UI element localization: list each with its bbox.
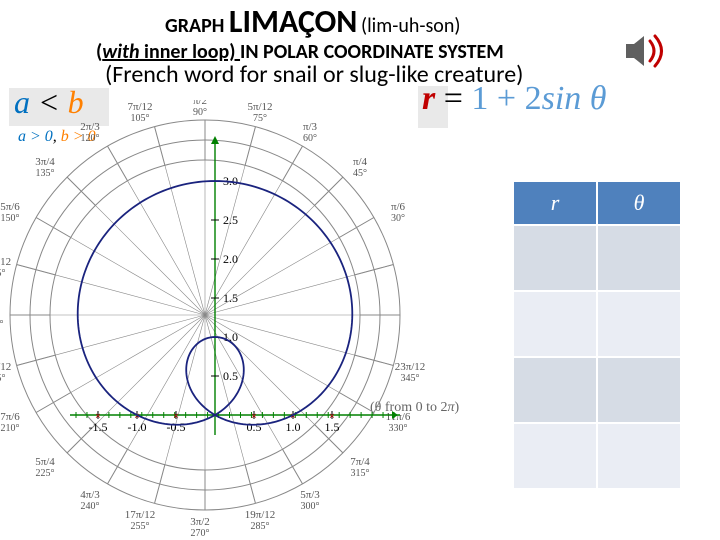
svg-text:-0.5: -0.5 <box>167 420 186 434</box>
svg-text:5π/6: 5π/6 <box>0 201 20 213</box>
title-main: LIMAÇON <box>229 2 357 41</box>
table-cell <box>597 291 681 357</box>
svg-text:5π/3: 5π/3 <box>300 489 320 501</box>
svg-text:240°: 240° <box>81 501 100 512</box>
svg-text:195°: 195° <box>0 373 6 384</box>
svg-text:0.5: 0.5 <box>223 369 238 383</box>
graph-word: GRAPH <box>165 14 229 38</box>
svg-text:17π/12: 17π/12 <box>125 509 156 521</box>
svg-text:13π/12: 13π/12 <box>0 361 11 373</box>
svg-text:19π/12: 19π/12 <box>245 509 276 521</box>
svg-text:π/2: π/2 <box>193 100 207 107</box>
svg-text:4π/3: 4π/3 <box>80 489 100 501</box>
table-cell <box>513 423 597 489</box>
eq-2: 2 <box>525 80 542 117</box>
svg-text:285°: 285° <box>251 521 270 532</box>
svg-text:×: × <box>96 409 101 422</box>
table-cell <box>513 291 597 357</box>
svg-text:1.5: 1.5 <box>223 291 238 305</box>
eq-sin: sin <box>542 80 590 117</box>
svg-text:-1.0: -1.0 <box>128 420 147 434</box>
svg-text:90°: 90° <box>193 107 207 118</box>
table-cell <box>513 357 597 423</box>
table-cell <box>597 423 681 489</box>
table-row <box>513 357 681 423</box>
table-header: r <box>513 181 597 225</box>
svg-text:×: × <box>252 409 257 422</box>
svg-text:11π/12: 11π/12 <box>0 256 11 268</box>
table-row <box>513 423 681 489</box>
svg-text:1.0: 1.0 <box>286 420 301 434</box>
svg-text:7π/12: 7π/12 <box>127 101 152 113</box>
title-line-1: GRAPH LIMAÇON (lim-uh-son) <box>165 2 460 41</box>
svg-text:×: × <box>330 409 335 422</box>
svg-text:135°: 135° <box>36 168 55 179</box>
value-table: rθ <box>512 180 682 490</box>
svg-text:210°: 210° <box>1 423 20 434</box>
table-cell <box>513 225 597 291</box>
svg-text:7π/6: 7π/6 <box>0 411 20 423</box>
speaker-icon[interactable] <box>620 26 670 76</box>
svg-text:1.5: 1.5 <box>325 420 340 434</box>
table-row <box>513 291 681 357</box>
svg-text:150°: 150° <box>1 213 20 224</box>
table-header: θ <box>597 181 681 225</box>
svg-text:-1.5: -1.5 <box>89 420 108 434</box>
svg-text:345°: 345° <box>401 373 420 384</box>
svg-text:3π/4: 3π/4 <box>35 156 55 168</box>
svg-text:0.5: 0.5 <box>247 420 262 434</box>
title-pron: (lim-uh-son) <box>361 14 460 38</box>
svg-text:225°: 225° <box>36 468 55 479</box>
svg-text:2.5: 2.5 <box>223 213 238 227</box>
svg-text:315°: 315° <box>351 468 370 479</box>
eq-plus: + <box>488 80 524 117</box>
svg-text:180°: 180° <box>0 319 4 330</box>
svg-text:165°: 165° <box>0 268 6 279</box>
eq-theta: θ <box>590 80 607 117</box>
table-cell <box>597 225 681 291</box>
svg-text:2.0: 2.0 <box>223 252 238 266</box>
svg-text:255°: 255° <box>131 521 150 532</box>
table-row <box>513 225 681 291</box>
table-cell <box>597 357 681 423</box>
svg-text:×: × <box>174 409 179 422</box>
svg-text:75°: 75° <box>253 113 267 124</box>
svg-text:3π/2: 3π/2 <box>190 516 210 528</box>
svg-text:300°: 300° <box>301 501 320 512</box>
svg-text:105°: 105° <box>131 113 150 124</box>
svg-text:5π/12: 5π/12 <box>247 101 272 113</box>
svg-text:5π/4: 5π/4 <box>35 456 55 468</box>
limacon-plot: 0.51.01.52.02.53.0-1.5×-1.0×-0.5×0.5×1.0… <box>70 130 400 460</box>
svg-text:270°: 270° <box>191 528 210 539</box>
